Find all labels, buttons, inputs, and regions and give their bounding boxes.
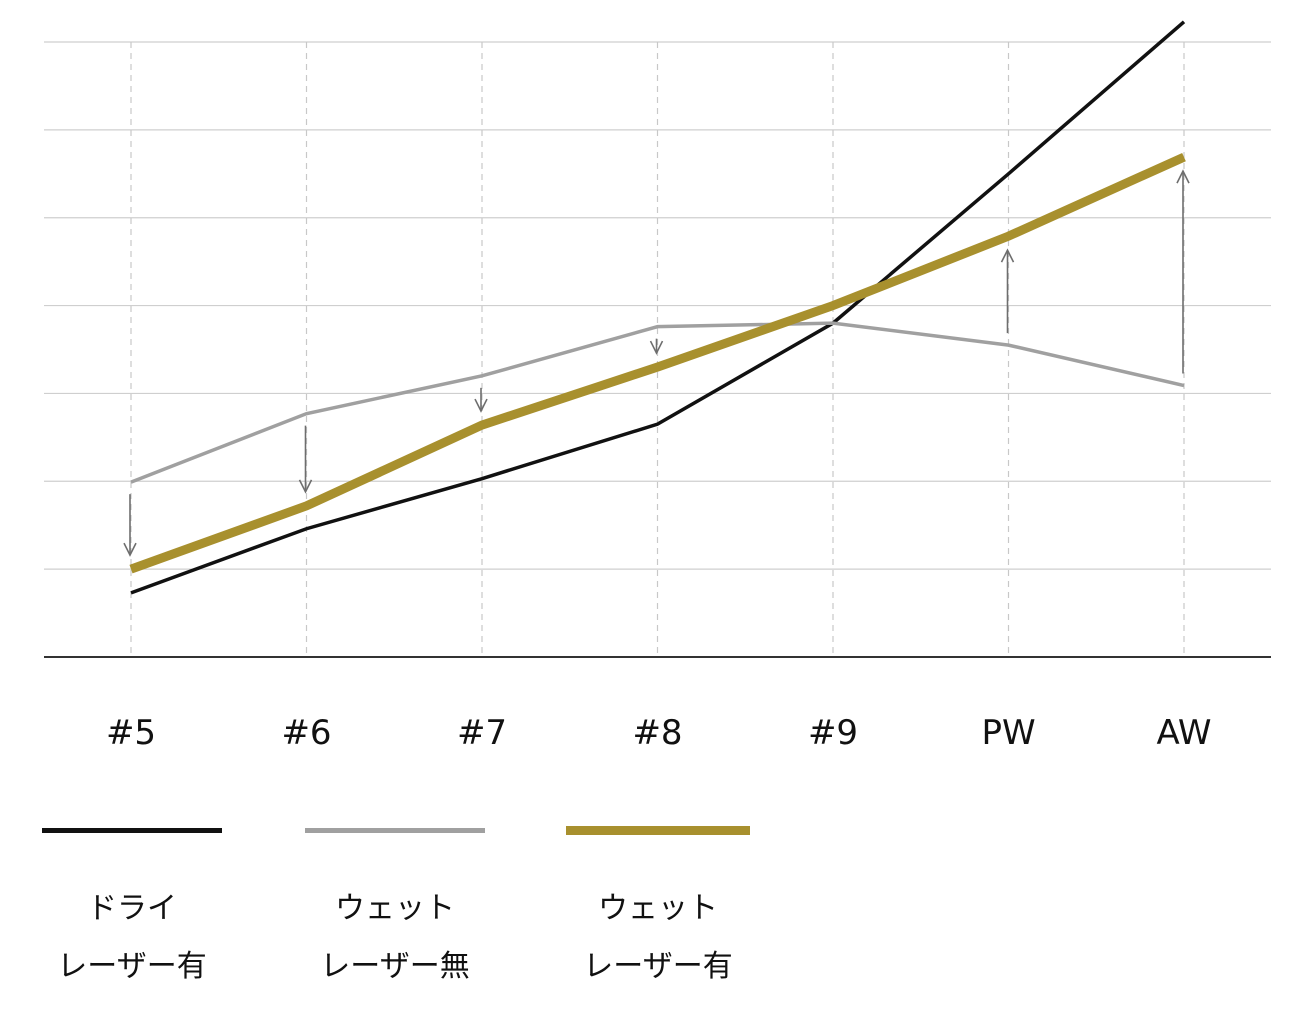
arrow-head: [649, 340, 664, 355]
legend-label-dry-laser: ドライ レーザー有: [42, 880, 222, 996]
x-tick-label: #9: [808, 713, 858, 753]
legend-swatch-dry-laser: [42, 828, 222, 833]
x-tick-label: #7: [457, 713, 507, 753]
series-lines: [129, 20, 1186, 595]
line-chart: #5 #6 #7 #8 #9 PW AW: [44, 20, 1271, 753]
change-arrow: [1000, 248, 1015, 334]
arrow-head: [298, 479, 313, 494]
x-tick-label: PW: [981, 713, 1035, 753]
series-line-wet-no-laser: [130, 321, 1185, 484]
series-line-wet-laser: [129, 152, 1186, 574]
legend-label-line2: レーザー有: [57, 949, 207, 984]
legend: ドライ レーザー有 ウェット レーザー無 ウェット レーザー有: [0, 800, 1315, 1014]
legend-label-line2: レーザー有: [583, 949, 733, 984]
legend-label-line1: ドライ: [87, 891, 177, 926]
arrow-head: [1000, 248, 1015, 263]
arrow-head: [474, 398, 488, 413]
legend-label-wet-laser: ウェット レーザー有: [566, 880, 750, 996]
legend-label-wet-no-laser: ウェット レーザー無: [305, 880, 485, 996]
legend-label-line2: レーザー無: [320, 949, 470, 984]
change-arrow: [474, 387, 488, 413]
legend-label-line1: ウェット: [335, 891, 455, 926]
x-axis: #5 #6 #7 #8 #9 PW AW: [44, 656, 1271, 753]
arrow-head: [1176, 169, 1190, 184]
x-tick-label: AW: [1156, 713, 1211, 753]
grid: [44, 41, 1271, 657]
change-arrow: [123, 494, 137, 557]
legend-swatch-wet-laser: [566, 826, 750, 835]
x-tick-label: #5: [106, 713, 156, 753]
x-tick-label: #6: [281, 713, 331, 753]
change-arrow: [298, 425, 313, 494]
change-arrow: [649, 338, 664, 355]
legend-swatch-wet-no-laser: [305, 828, 485, 833]
series-line-dry-laser: [130, 20, 1186, 595]
x-tick-label: #8: [632, 713, 682, 753]
legend-label-line1: ウェット: [598, 891, 718, 926]
change-arrows: [123, 169, 1190, 557]
arrow-head: [123, 542, 137, 557]
change-arrow: [1176, 169, 1190, 374]
